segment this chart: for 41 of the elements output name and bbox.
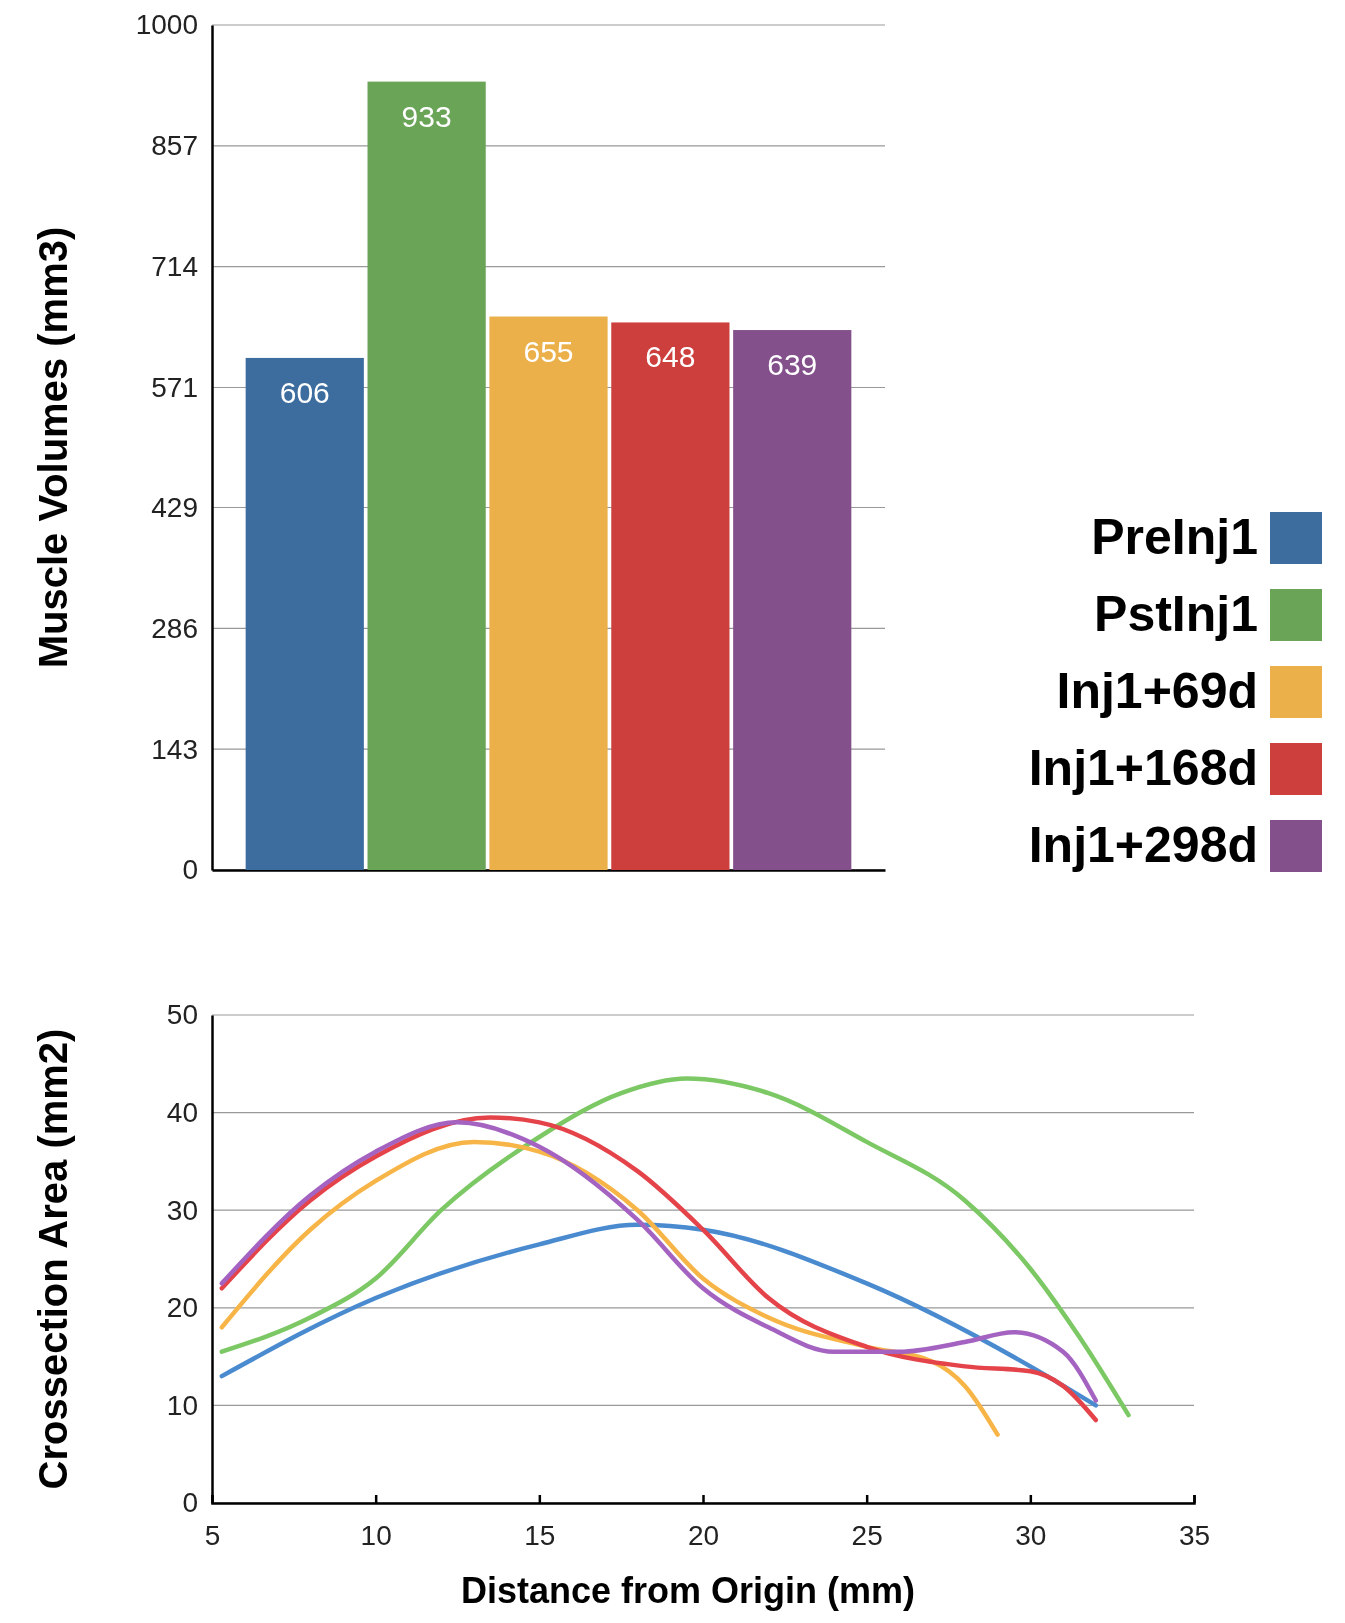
line-series (219, 1222, 1099, 1408)
y-tick-label: 10 (166, 1389, 198, 1421)
x-tick-label: 15 (524, 1519, 556, 1551)
y-tick-label: 429 (151, 491, 198, 523)
y-axis-title: Crossection Area (mm2) (31, 1028, 75, 1490)
x-tick-label: 35 (1178, 1519, 1211, 1551)
data-label: 606 (279, 375, 330, 409)
data-label: 655 (523, 334, 574, 368)
y-tick-label: 0 (182, 1487, 198, 1519)
bar (245, 357, 364, 870)
y-tick-label: 857 (151, 130, 198, 162)
y-tick-label: 286 (151, 612, 198, 644)
legend-label: PstInj1 (1094, 586, 1258, 642)
x-tick-label: 25 (851, 1519, 883, 1551)
legend-label: Inj1+298d (1028, 817, 1258, 873)
y-tick-label: 30 (166, 1194, 198, 1226)
x-tick-label: 10 (360, 1519, 392, 1551)
y-tick-label: 0 (182, 854, 198, 886)
y-tick-label: 143 (151, 733, 198, 765)
x-tick-label: 20 (687, 1519, 720, 1551)
y-tick-label: 571 (151, 371, 198, 403)
y-axis-title: Muscle Volumes (mm3) (31, 226, 75, 669)
y-tick-label: 1000 (135, 9, 198, 41)
y-tick-label: 20 (166, 1292, 198, 1324)
bar (733, 330, 852, 870)
legend-label: PreInj1 (1091, 509, 1258, 565)
legend-label: Inj1+69d (1056, 663, 1258, 719)
data-label: 648 (645, 340, 696, 374)
x-tick-label: 5 (204, 1519, 221, 1551)
x-axis-title: Distance from Origin (mm) (460, 1570, 916, 1611)
x-tick-label: 30 (1015, 1519, 1047, 1551)
y-tick-label: 40 (166, 1097, 198, 1129)
y-tick-label: 50 (166, 999, 198, 1031)
line-series (219, 1076, 1131, 1418)
bar (367, 81, 486, 870)
bar (611, 322, 730, 870)
data-label: 933 (401, 99, 452, 133)
y-tick-label: 714 (151, 251, 198, 283)
data-label: 639 (767, 348, 818, 382)
bar (489, 316, 608, 870)
legend-label: Inj1+168d (1028, 740, 1258, 796)
